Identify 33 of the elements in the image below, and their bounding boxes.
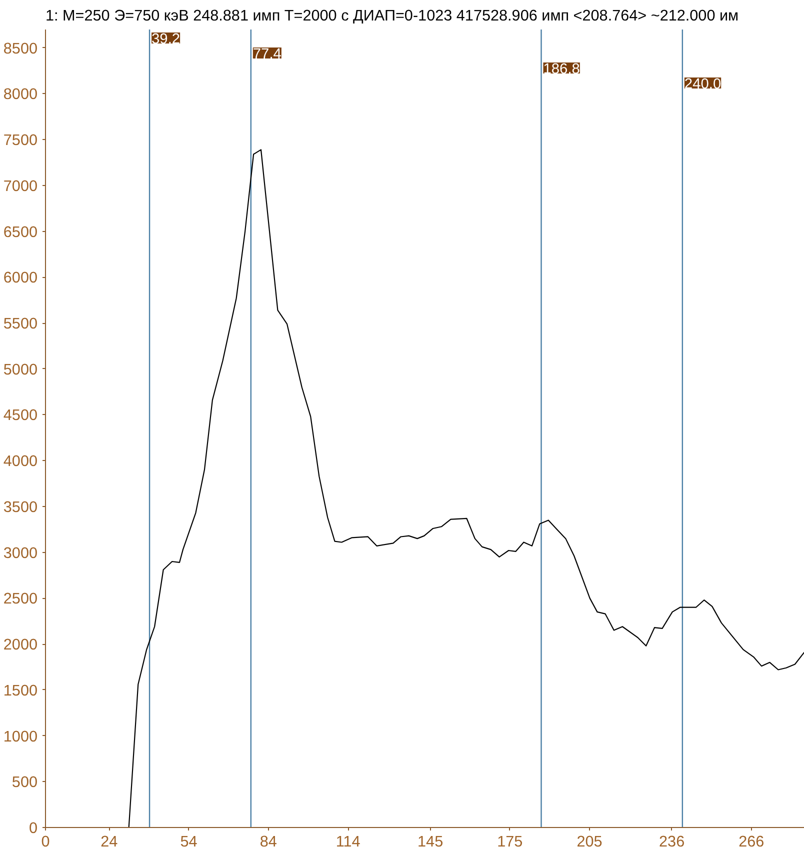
- y-tick-label: 4000: [3, 453, 38, 470]
- ref-line-label: 39.2: [152, 32, 180, 48]
- ref-line-label: 240.0: [684, 76, 722, 92]
- y-tick-label: 6500: [3, 224, 38, 241]
- y-tick-label: 2000: [3, 636, 38, 654]
- y-tick-label: 8500: [3, 40, 38, 58]
- y-tick-label: 6000: [3, 270, 38, 287]
- x-tick-label: 54: [180, 834, 198, 849]
- y-tick-label: 0: [28, 820, 38, 837]
- y-tick-label: 5500: [3, 316, 38, 333]
- x-tick-label: 236: [659, 834, 685, 849]
- y-tick-label: 7500: [3, 132, 38, 150]
- x-tick-label: 84: [260, 834, 278, 849]
- ref-line-label: 186.8: [543, 62, 580, 78]
- x-tick-label: 114: [336, 834, 361, 849]
- y-tick-label: 8000: [3, 86, 38, 104]
- x-tick-label: 0: [41, 834, 50, 849]
- y-tick-label: 5000: [3, 361, 38, 378]
- y-tick-label: 500: [12, 774, 38, 792]
- y-tick-label: 4500: [3, 407, 38, 424]
- ref-line-label: 77.4: [252, 46, 282, 62]
- x-tick-label: 145: [418, 834, 444, 849]
- chart-title: 1: M=250 Э=750 кэВ 248.881 имп T=2000 с ДИАП=0-1023 417528.906 имп <208.764> ~212.000 им: [46, 8, 739, 24]
- y-tick-label: 1500: [3, 682, 38, 700]
- y-tick-label: 3000: [3, 544, 38, 562]
- y-tick-label: 1000: [3, 728, 38, 746]
- x-tick-label: 24: [100, 834, 118, 849]
- x-tick-label: 175: [497, 834, 523, 849]
- x-tick-label: 266: [738, 834, 764, 849]
- y-tick-label: 3500: [3, 498, 38, 516]
- x-tick-label: 205: [576, 834, 602, 849]
- y-tick-label: 2500: [3, 590, 38, 608]
- y-tick-label: 7000: [3, 178, 38, 195]
